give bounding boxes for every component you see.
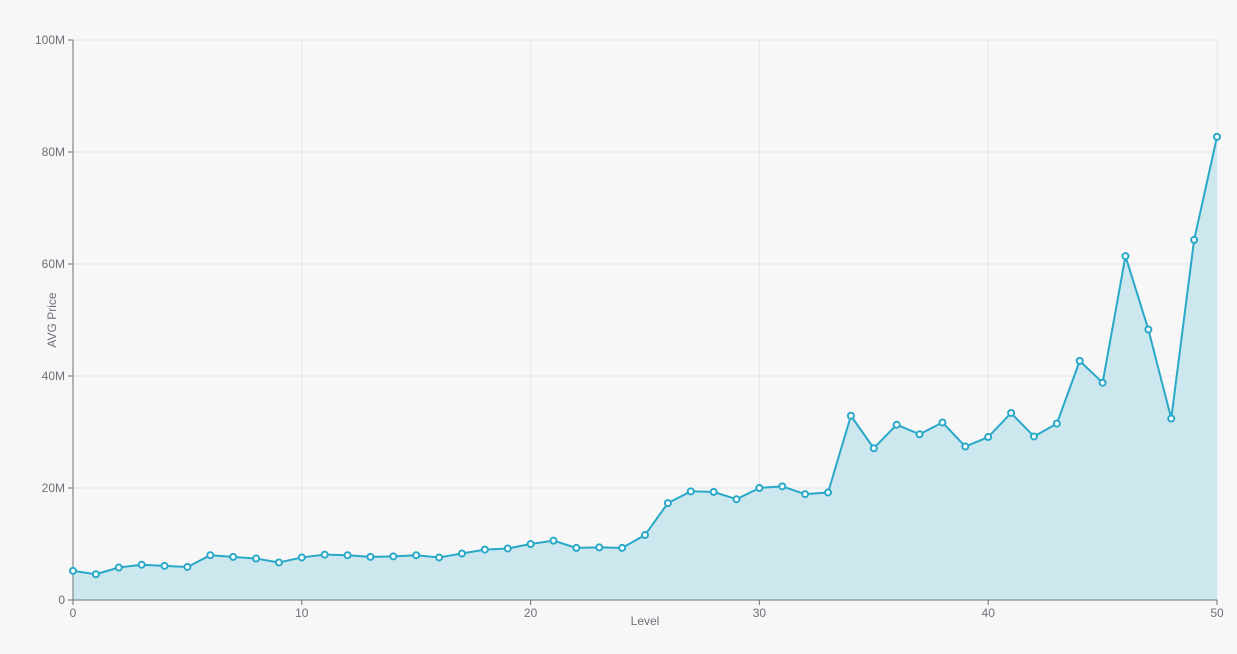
data-point[interactable] — [435, 553, 444, 562]
x-tick-label: 0 — [70, 606, 77, 620]
data-point[interactable] — [412, 551, 421, 560]
data-point[interactable] — [869, 444, 878, 453]
data-point[interactable] — [778, 482, 787, 491]
data-point[interactable] — [160, 561, 169, 570]
series-area-fill — [73, 136, 1217, 600]
data-point[interactable] — [824, 488, 833, 497]
data-point[interactable] — [709, 487, 718, 496]
data-point[interactable] — [252, 554, 261, 563]
data-point[interactable] — [641, 531, 649, 540]
series-area — [73, 136, 1217, 600]
data-point[interactable] — [206, 551, 215, 560]
axes — [72, 40, 1217, 601]
data-point[interactable] — [229, 552, 238, 561]
data-point[interactable] — [137, 560, 146, 569]
data-point[interactable] — [618, 543, 627, 552]
x-tick-label: 30 — [753, 606, 767, 620]
data-point[interactable] — [480, 545, 489, 554]
data-point[interactable] — [663, 499, 672, 508]
data-point[interactable] — [1007, 408, 1016, 417]
data-points — [69, 132, 1221, 579]
x-tick-label: 20 — [524, 606, 538, 620]
data-point[interactable] — [1029, 432, 1038, 441]
data-point[interactable] — [114, 563, 123, 572]
y-axis-title: AVG Price — [45, 292, 59, 347]
data-point[interactable] — [938, 418, 947, 427]
data-point[interactable] — [366, 552, 375, 561]
y-tick-label: 60M — [42, 257, 65, 271]
y-tick-label: 0 — [58, 593, 65, 607]
x-axis-title: Level — [631, 614, 660, 628]
data-point[interactable] — [1098, 378, 1107, 387]
data-point[interactable] — [1213, 132, 1221, 141]
y-tick-label: 40M — [42, 369, 65, 383]
data-point[interactable] — [1144, 325, 1153, 334]
data-point[interactable] — [389, 552, 398, 561]
x-tick-label: 40 — [982, 606, 996, 620]
data-point[interactable] — [274, 558, 283, 567]
data-point[interactable] — [961, 442, 970, 451]
y-tick-label: 100M — [35, 33, 65, 47]
data-point[interactable] — [549, 536, 558, 545]
data-point[interactable] — [526, 540, 535, 548]
data-point[interactable] — [343, 551, 352, 560]
data-point[interactable] — [572, 543, 581, 552]
data-point[interactable] — [984, 433, 993, 442]
data-point[interactable] — [595, 543, 604, 552]
data-point[interactable] — [91, 570, 100, 579]
data-point[interactable] — [183, 562, 192, 571]
data-point[interactable] — [846, 411, 855, 420]
ticks: 0 20M 40M 60M 80M 100M 0 10 20 30 40 50 — [35, 33, 1224, 620]
data-point[interactable] — [755, 484, 764, 492]
data-point[interactable] — [915, 430, 924, 439]
data-point[interactable] — [1121, 252, 1130, 261]
y-tick-label: 20M — [42, 481, 65, 495]
data-point[interactable] — [503, 544, 512, 553]
data-point[interactable] — [686, 487, 695, 496]
data-point[interactable] — [69, 566, 77, 575]
data-point[interactable] — [801, 490, 810, 499]
data-point[interactable] — [1075, 356, 1084, 365]
data-point[interactable] — [1190, 235, 1199, 244]
y-tick-label: 80M — [42, 145, 65, 159]
x-tick-label: 10 — [295, 606, 309, 620]
data-point[interactable] — [732, 495, 741, 504]
x-tick-label: 50 — [1210, 606, 1224, 620]
data-point[interactable] — [297, 553, 306, 562]
data-point[interactable] — [1167, 414, 1176, 423]
data-point[interactable] — [892, 420, 901, 429]
data-point[interactable] — [457, 549, 466, 558]
data-point[interactable] — [1052, 419, 1061, 428]
data-point[interactable] — [320, 550, 329, 559]
